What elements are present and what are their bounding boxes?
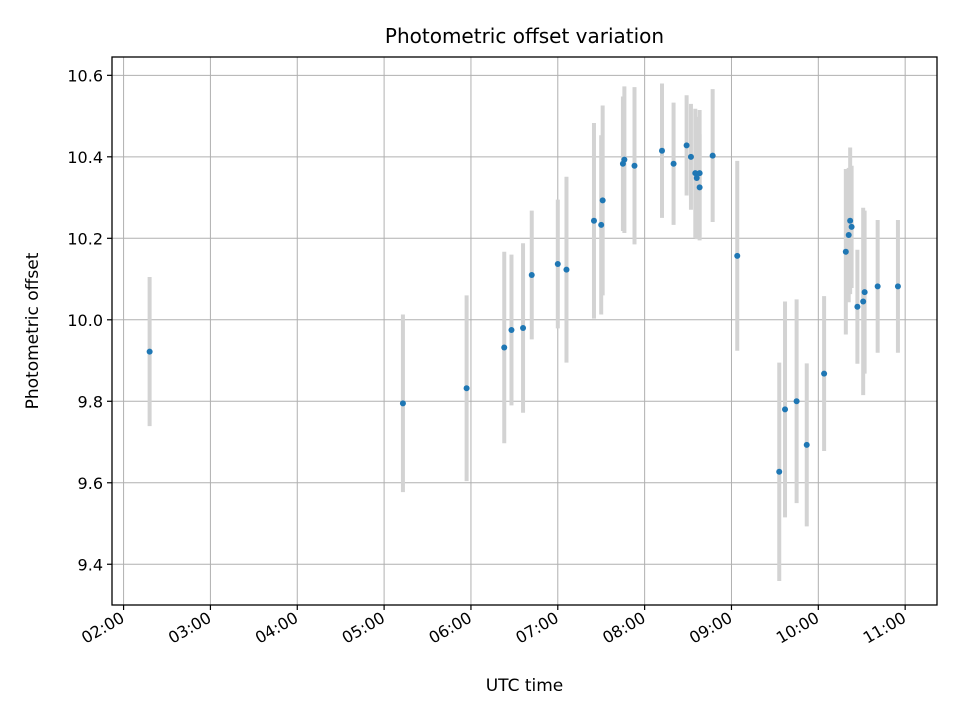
data-point — [683, 142, 690, 149]
data-point — [563, 266, 570, 273]
x-tick-label: 11:00 — [860, 608, 909, 648]
x-tick-label: 09:00 — [686, 608, 735, 648]
data-point — [520, 324, 527, 331]
x-axis-title: UTC time — [486, 676, 564, 696]
data-point — [508, 326, 515, 333]
y-axis-title: Photometric offset — [23, 252, 43, 409]
x-tick-label: 06:00 — [426, 608, 475, 648]
data-point — [631, 162, 638, 169]
data-point — [696, 184, 703, 191]
x-tick-label: 02:00 — [78, 608, 127, 648]
data-point — [709, 152, 716, 159]
data-point — [693, 175, 700, 182]
y-tick-label: 10.6 — [67, 66, 103, 85]
data-point — [598, 221, 605, 228]
x-tick-label: 05:00 — [339, 608, 388, 648]
y-tick-label: 10.2 — [67, 229, 103, 248]
data-point — [146, 348, 153, 355]
data-point — [659, 147, 665, 154]
data-point — [399, 400, 406, 407]
data-point — [874, 283, 881, 290]
data-point — [687, 153, 694, 160]
data-point — [861, 289, 868, 296]
data-point — [528, 271, 535, 278]
data-point — [847, 217, 854, 224]
plot-frame — [111, 56, 938, 606]
x-tick-label: 10:00 — [773, 608, 822, 648]
x-tick-label: 04:00 — [252, 608, 301, 648]
data-point — [621, 156, 628, 163]
y-tick-label: 9.4 — [78, 555, 103, 574]
data-point — [845, 232, 852, 239]
data-point — [463, 385, 470, 392]
data-point — [842, 248, 849, 255]
data-point — [821, 370, 828, 377]
data-point — [554, 260, 561, 267]
y-axis: 9.4 9.6 9.8 10.0 10.2 10.4 10.6 — [67, 66, 112, 574]
data-point — [692, 170, 699, 177]
data-point — [776, 468, 783, 475]
data-point — [782, 406, 789, 413]
data-point — [793, 398, 800, 405]
data-point — [590, 217, 597, 224]
y-tick-label: 10.0 — [67, 311, 103, 330]
data-point — [848, 223, 855, 230]
data-points — [146, 142, 901, 475]
data-point — [696, 170, 703, 177]
data-point — [894, 283, 901, 290]
data-point — [734, 252, 741, 259]
x-tick-label: 07:00 — [512, 608, 561, 648]
data-point — [670, 160, 677, 167]
chart-title: Photometric offset variation — [385, 24, 664, 48]
data-point — [854, 303, 861, 310]
y-tick-label: 9.8 — [78, 392, 103, 411]
data-point — [860, 298, 867, 305]
data-point — [599, 197, 606, 204]
error-bars — [147, 83, 900, 581]
x-tick-label: 08:00 — [599, 608, 648, 648]
x-tick-label: 03:00 — [165, 608, 214, 648]
data-point — [501, 344, 508, 351]
data-point — [803, 441, 810, 448]
x-axis: 02:00 03:00 04:00 05:00 06:00 07:00 08:00 09:00… — [78, 605, 909, 648]
y-tick-label: 9.6 — [78, 474, 103, 493]
y-tick-label: 10.4 — [67, 148, 103, 167]
